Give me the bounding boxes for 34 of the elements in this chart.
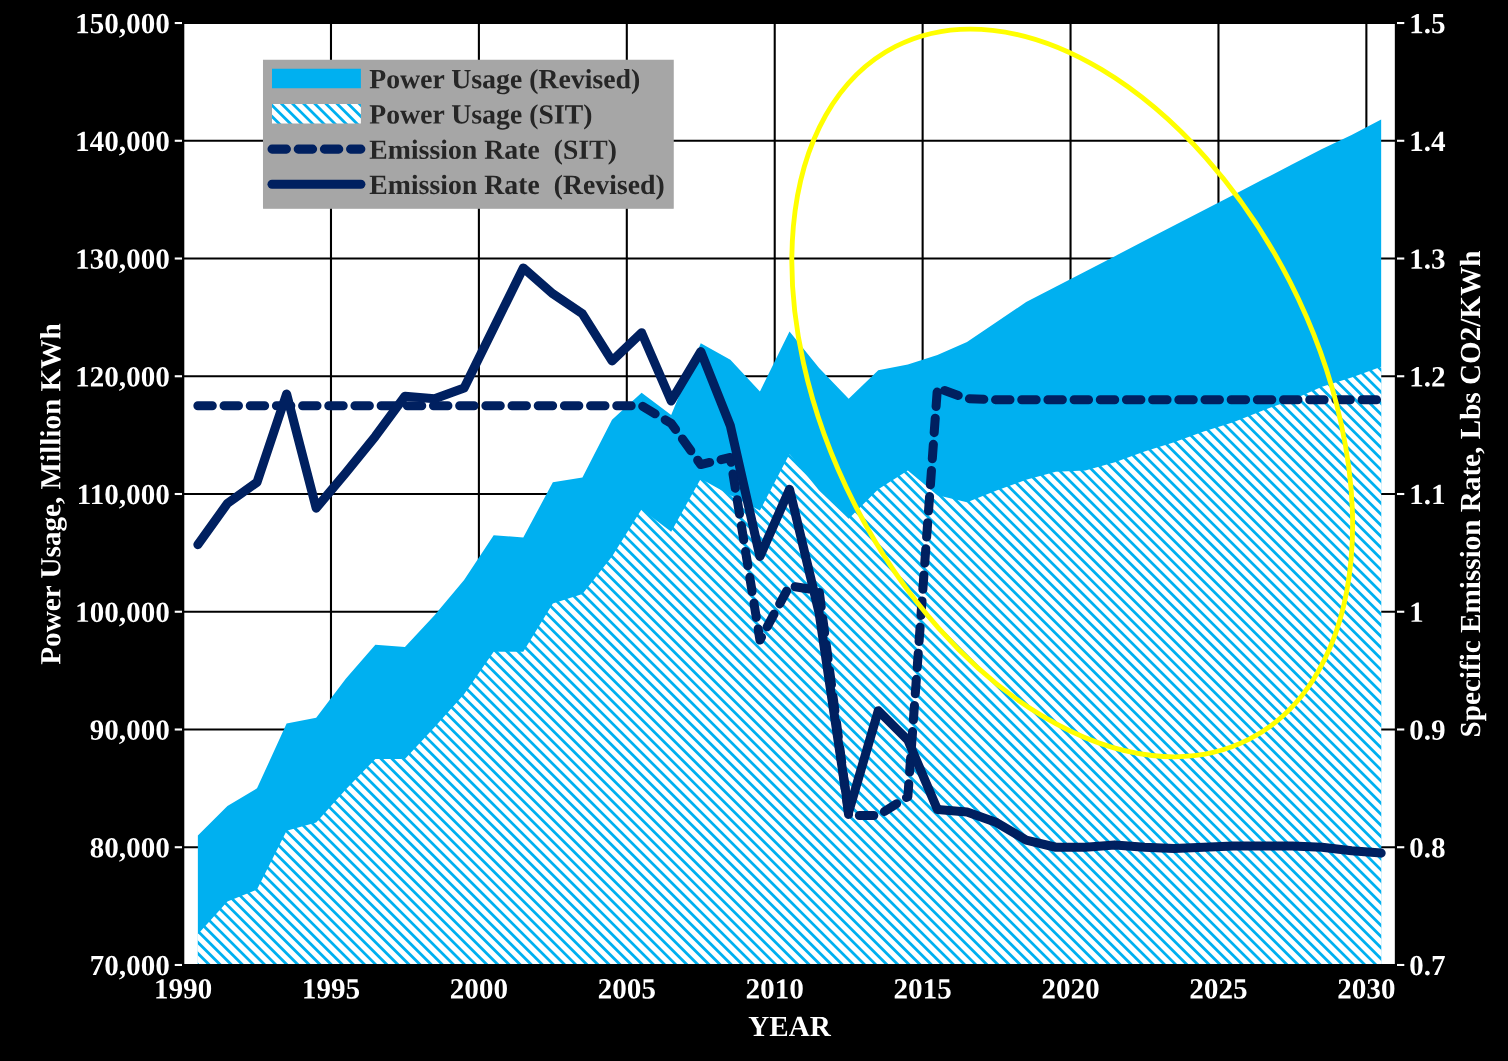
x-tick-label: 2025 [1190, 979, 1247, 999]
legend-label: Emission Rate (Revised) [369, 174, 664, 200]
y2-tick-label: 1.5 [1411, 13, 1445, 34]
y2-tick-label: 0.7 [1410, 955, 1445, 976]
y-tick-label: 100,000 [77, 602, 169, 627]
x-tick-label: 2010 [746, 979, 803, 999]
y2-tick-label: 1.1 [1411, 484, 1445, 505]
y-axis-title: Power Usage, Million KWh [40, 323, 67, 665]
x-tick-label: 1995 [304, 979, 360, 999]
y-tick-label: 70,000 [91, 955, 169, 980]
x-tick-label: 2015 [894, 979, 951, 999]
y2-tick-label: 1.4 [1411, 131, 1446, 152]
x-tick-label: 2020 [1042, 979, 1099, 999]
x-tick-label: 2030 [1338, 979, 1395, 999]
y-tick-label: 150,000 [77, 13, 169, 38]
y-tick-label: 90,000 [90, 720, 169, 745]
y-tick-label: 80,000 [90, 837, 169, 862]
y2-tick-label: 1.2 [1411, 367, 1445, 387]
x-tick-label: 1990 [156, 979, 212, 999]
y2-tick-label: 0.9 [1410, 720, 1445, 741]
x-axis-title: YEAR [748, 1016, 832, 1036]
x-tick-label: 2000 [450, 979, 507, 999]
y2-tick-label: 1 [1411, 602, 1423, 622]
y-tick-label: 120,000 [77, 366, 169, 391]
x-tick-label: 2005 [598, 979, 655, 999]
y-tick-label: 130,000 [77, 249, 169, 274]
y-tick-label: 140,000 [77, 131, 169, 156]
y2-tick-label: 1.3 [1411, 249, 1445, 270]
y2-tick-label: 0.8 [1410, 837, 1445, 858]
legend-label: Power Usage (SIT) [369, 104, 592, 130]
legend-label: Power Usage (Revised) [369, 68, 640, 95]
y-tick-label: 110,000 [79, 484, 169, 509]
y2-axis-title: Specific Emission Rate, Lbs CO2/KWh [1459, 250, 1487, 736]
legend-label: Emission Rate (SIT) [369, 139, 616, 165]
